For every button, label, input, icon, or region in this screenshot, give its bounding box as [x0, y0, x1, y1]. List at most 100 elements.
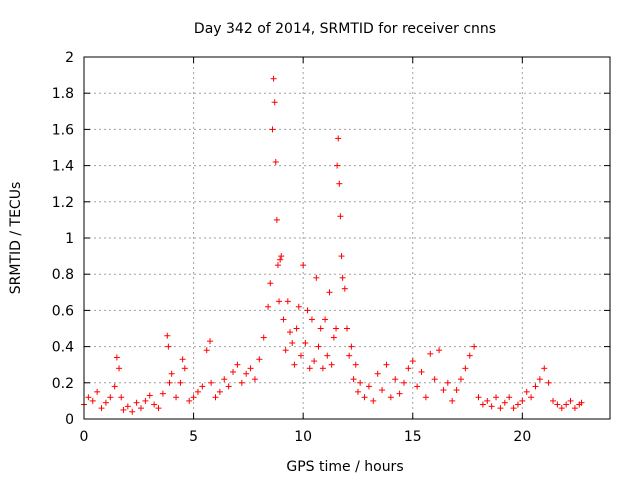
- data-point: [168, 370, 175, 377]
- data-point: [203, 347, 210, 354]
- data-point: [225, 383, 232, 390]
- data-point: [265, 303, 272, 310]
- data-point: [567, 397, 574, 404]
- data-point: [133, 399, 140, 406]
- data-point: [510, 405, 517, 412]
- data-point: [137, 405, 144, 412]
- data-point: [98, 405, 105, 412]
- y-tick-label: 0.8: [52, 267, 74, 283]
- data-point: [346, 352, 353, 359]
- data-point: [324, 352, 331, 359]
- data-point: [337, 213, 344, 220]
- y-tick-label: 0.2: [52, 376, 74, 392]
- data-point: [348, 343, 355, 350]
- data-point: [479, 401, 486, 408]
- data-point: [85, 394, 92, 401]
- data-point: [322, 316, 329, 323]
- data-point: [159, 390, 166, 397]
- data-point: [550, 397, 557, 404]
- x-tick-label: 15: [404, 429, 422, 445]
- data-point: [289, 339, 296, 346]
- data-point: [251, 376, 258, 383]
- data-point: [277, 256, 284, 263]
- y-tick-label: 2: [65, 50, 74, 66]
- data-point: [519, 397, 526, 404]
- x-tick-label: 0: [80, 429, 89, 445]
- data-point: [102, 399, 109, 406]
- data-point: [256, 356, 263, 363]
- data-point: [554, 401, 561, 408]
- x-axis-label: GPS time / hours: [286, 459, 403, 475]
- data-point: [315, 343, 322, 350]
- data-point: [270, 75, 277, 82]
- data-point: [497, 405, 504, 412]
- data-point: [466, 352, 473, 359]
- data-point: [142, 397, 149, 404]
- data-point: [335, 135, 342, 142]
- data-point: [271, 99, 278, 106]
- data-point: [267, 280, 274, 287]
- data-point: [186, 397, 193, 404]
- data-point: [374, 370, 381, 377]
- data-point: [545, 379, 552, 386]
- data-point: [422, 394, 429, 401]
- data-point: [308, 316, 315, 323]
- data-point: [354, 388, 361, 395]
- data-point: [230, 368, 237, 375]
- y-tick-label: 0.6: [52, 303, 74, 319]
- data-point: [151, 401, 158, 408]
- data-point: [336, 180, 343, 187]
- x-tick-label: 10: [294, 429, 312, 445]
- tick-labels: 00.20.40.60.811.21.41.61.820 5 10 15 20: [52, 50, 532, 445]
- data-point: [532, 383, 539, 390]
- data-point: [120, 406, 127, 413]
- data-point: [166, 379, 173, 386]
- data-point: [146, 392, 153, 399]
- data-point: [280, 316, 287, 323]
- data-point: [444, 379, 451, 386]
- data-point: [328, 361, 335, 368]
- data-point: [118, 394, 125, 401]
- data-point: [276, 298, 283, 305]
- data-point: [357, 379, 364, 386]
- data-point: [578, 399, 585, 406]
- y-tick-label: 1.2: [52, 195, 74, 211]
- data-point: [234, 361, 241, 368]
- data-point: [190, 394, 197, 401]
- data-point: [400, 379, 407, 386]
- data-point: [379, 387, 386, 394]
- data-point: [462, 365, 469, 372]
- data-point: [116, 365, 123, 372]
- data-point: [414, 383, 421, 390]
- data-point: [113, 354, 120, 361]
- chart-title: Day 342 of 2014, SRMTID for receiver cnn…: [194, 21, 496, 37]
- plot-frame: [83, 56, 611, 420]
- data-point: [164, 332, 171, 339]
- data-point: [221, 376, 228, 383]
- data-point: [436, 347, 443, 354]
- y-axis-label: SRMTID / TECUs: [8, 182, 24, 295]
- y-tick-label: 1: [65, 231, 74, 247]
- data-point: [89, 397, 96, 404]
- data-point: [396, 390, 403, 397]
- data-point: [272, 158, 279, 165]
- data-point: [282, 347, 289, 354]
- data-point: [212, 394, 219, 401]
- data-point: [457, 376, 464, 383]
- data-point: [165, 343, 172, 350]
- data-point: [273, 216, 280, 223]
- data-point: [302, 339, 309, 346]
- data-point: [334, 162, 341, 169]
- data-point: [284, 298, 291, 305]
- data-point: [528, 394, 535, 401]
- data-point: [129, 408, 136, 415]
- data-point: [181, 365, 188, 372]
- data-point: [392, 376, 399, 383]
- data-point: [173, 394, 180, 401]
- data-point: [352, 361, 359, 368]
- data-point: [563, 401, 570, 408]
- data-point: [488, 403, 495, 410]
- data-point: [194, 388, 201, 395]
- data-point: [199, 383, 206, 390]
